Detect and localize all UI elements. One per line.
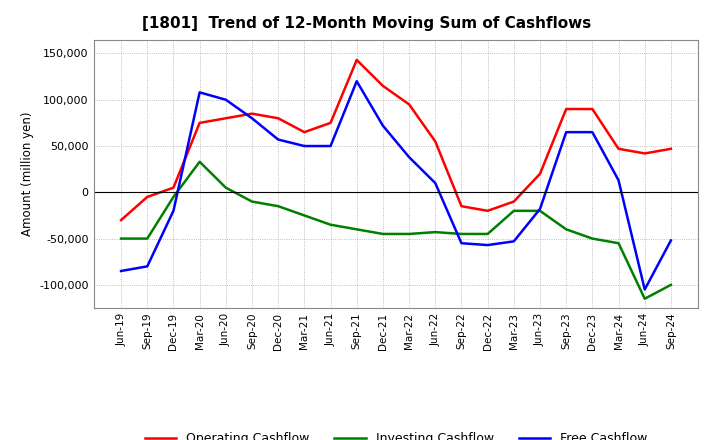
Free Cashflow <box>431 180 440 186</box>
Investing Cashflow <box>169 194 178 200</box>
Investing Cashflow <box>352 227 361 232</box>
Investing Cashflow <box>195 159 204 165</box>
Investing Cashflow <box>117 236 125 241</box>
Operating Cashflow <box>143 194 152 200</box>
Operating Cashflow <box>562 106 570 112</box>
Operating Cashflow <box>614 146 623 151</box>
Investing Cashflow <box>588 236 597 241</box>
Investing Cashflow <box>326 222 335 227</box>
Free Cashflow <box>300 143 309 149</box>
Operating Cashflow <box>379 83 387 88</box>
Free Cashflow <box>667 238 675 243</box>
Investing Cashflow <box>483 231 492 237</box>
Operating Cashflow <box>536 171 544 176</box>
Free Cashflow <box>169 208 178 213</box>
Free Cashflow <box>274 137 282 142</box>
Free Cashflow <box>614 178 623 183</box>
Operating Cashflow <box>169 185 178 191</box>
Free Cashflow <box>326 143 335 149</box>
Free Cashflow <box>143 264 152 269</box>
Investing Cashflow <box>274 204 282 209</box>
Investing Cashflow <box>248 199 256 204</box>
Line: Operating Cashflow: Operating Cashflow <box>121 60 671 220</box>
Investing Cashflow <box>510 208 518 213</box>
Free Cashflow <box>405 154 413 160</box>
Y-axis label: Amount (million yen): Amount (million yen) <box>21 112 34 236</box>
Investing Cashflow <box>667 282 675 287</box>
Free Cashflow <box>248 116 256 121</box>
Investing Cashflow <box>640 296 649 301</box>
Free Cashflow <box>222 97 230 103</box>
Free Cashflow <box>117 268 125 274</box>
Free Cashflow <box>457 241 466 246</box>
Investing Cashflow <box>457 231 466 237</box>
Text: [1801]  Trend of 12-Month Moving Sum of Cashflows: [1801] Trend of 12-Month Moving Sum of C… <box>142 16 591 32</box>
Line: Investing Cashflow: Investing Cashflow <box>121 162 671 299</box>
Free Cashflow <box>640 287 649 292</box>
Investing Cashflow <box>536 208 544 213</box>
Investing Cashflow <box>431 230 440 235</box>
Free Cashflow <box>352 79 361 84</box>
Investing Cashflow <box>379 231 387 237</box>
Free Cashflow <box>379 123 387 128</box>
Operating Cashflow <box>326 120 335 125</box>
Legend: Operating Cashflow, Investing Cashflow, Free Cashflow: Operating Cashflow, Investing Cashflow, … <box>140 427 652 440</box>
Operating Cashflow <box>457 204 466 209</box>
Operating Cashflow <box>405 102 413 107</box>
Free Cashflow <box>483 242 492 248</box>
Investing Cashflow <box>300 213 309 218</box>
Free Cashflow <box>510 239 518 244</box>
Investing Cashflow <box>614 241 623 246</box>
Operating Cashflow <box>300 129 309 135</box>
Investing Cashflow <box>222 185 230 191</box>
Investing Cashflow <box>405 231 413 237</box>
Operating Cashflow <box>588 106 597 112</box>
Operating Cashflow <box>431 139 440 144</box>
Operating Cashflow <box>117 217 125 223</box>
Free Cashflow <box>562 129 570 135</box>
Free Cashflow <box>588 129 597 135</box>
Operating Cashflow <box>274 116 282 121</box>
Free Cashflow <box>536 206 544 212</box>
Operating Cashflow <box>248 111 256 116</box>
Investing Cashflow <box>562 227 570 232</box>
Operating Cashflow <box>352 57 361 62</box>
Free Cashflow <box>195 90 204 95</box>
Operating Cashflow <box>483 208 492 213</box>
Operating Cashflow <box>510 199 518 204</box>
Operating Cashflow <box>640 151 649 156</box>
Line: Free Cashflow: Free Cashflow <box>121 81 671 290</box>
Investing Cashflow <box>143 236 152 241</box>
Operating Cashflow <box>222 116 230 121</box>
Operating Cashflow <box>667 146 675 151</box>
Operating Cashflow <box>195 120 204 125</box>
